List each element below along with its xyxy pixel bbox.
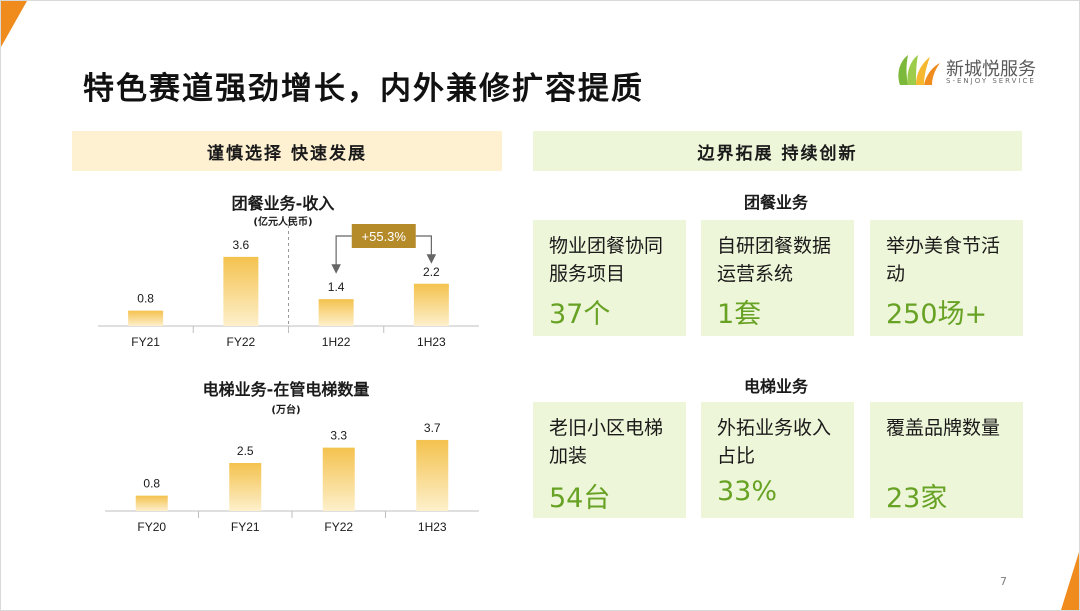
chart2-title: 电梯业务-在管电梯数量 [202, 380, 370, 399]
bar-FY22 [223, 256, 259, 326]
chart2-unit: (万台) [271, 405, 301, 416]
card-label: 自研团餐数据运营系统 [717, 235, 832, 285]
x-tick-label: 1H23 [418, 520, 447, 534]
card-label: 举办美食节活动 [886, 235, 1001, 285]
bar-FY21 [128, 310, 164, 326]
growth-callout-box [351, 224, 416, 248]
elevator-count-chart: 0.8 FY20 2.5 FY21 3.3 FY22 3.7 1H23 [105, 421, 479, 534]
bar-1H23 [416, 439, 449, 511]
card-value: 54台 [549, 483, 611, 514]
bar-value-label: 1.4 [328, 280, 345, 294]
company-logo: 新城悦服务 S-ENJOY SERVICE [894, 51, 1054, 91]
logo-subtitle: S-ENJOY SERVICE [946, 77, 1036, 85]
arrow-to-1H23 [415, 235, 437, 264]
x-tick-label: FY21 [231, 520, 260, 534]
x-tick-label: FY21 [131, 335, 160, 349]
arrow-to-1H22 [331, 235, 352, 274]
page-number: 7 [1000, 575, 1007, 588]
card-value: 37个 [549, 299, 611, 330]
left-section-header: 谨慎选择 快速发展 [72, 131, 502, 171]
page-title: 特色赛道强劲增长，内外兼修扩容提质 [83, 71, 644, 107]
elevator-card-2: 外拓业务收入占比 33% [701, 402, 854, 518]
bar-value-label: 3.6 [233, 238, 250, 252]
x-tick-label: 1H23 [417, 335, 446, 349]
x-tick-label: FY22 [324, 520, 353, 534]
catering-card-1: 物业团餐协同服务项目 37个 [533, 220, 686, 336]
x-tick-label: 1H22 [322, 335, 351, 349]
bar-value-label: 2.2 [423, 265, 440, 279]
catering-card-2: 自研团餐数据运营系统 1套 [701, 220, 854, 336]
card-value: 33% [717, 476, 778, 507]
right-section-header: 边界拓展 持续创新 [533, 131, 1022, 171]
bar-FY20 [135, 495, 168, 511]
chart1-title: 团餐业务-收入 [231, 194, 335, 213]
bar-value-label: 0.8 [137, 292, 154, 306]
x-tick-label: FY22 [227, 335, 256, 349]
card-value: 1套 [717, 299, 762, 330]
card-value: 250场+ [886, 299, 988, 330]
leaf-logo-icon [898, 55, 940, 85]
elevator-card-1: 老旧小区电梯加装 54台 [533, 402, 686, 518]
elevator-section-title: 电梯业务 [743, 377, 808, 396]
corner-accent-top-left [1, 1, 27, 47]
catering-section-title: 团餐业务 [743, 193, 808, 212]
bar-value-label: 0.8 [143, 477, 160, 491]
bar-value-label: 2.5 [237, 444, 254, 458]
bar-FY22 [322, 447, 355, 511]
bar-value-label: 3.7 [424, 421, 441, 435]
bar-1H22 [318, 299, 354, 326]
card-label: 物业团餐协同服务项目 [549, 235, 664, 285]
bar-value-label: 3.3 [330, 429, 347, 443]
bar-FY21 [229, 463, 262, 511]
card-label: 外拓业务收入占比 [717, 417, 832, 467]
growth-callout-text: +55.3% [362, 229, 407, 244]
card-value: 23家 [886, 483, 948, 514]
elevator-card-3: 覆盖品牌数量 23家 [870, 402, 1023, 518]
bar-1H23 [413, 283, 449, 326]
x-tick-label: FY20 [137, 520, 166, 534]
chart1-unit: (亿元人民币) [253, 217, 313, 228]
catering-card-3: 举办美食节活动 250场+ [870, 220, 1023, 336]
catering-revenue-chart: 0.8 FY21 3.6 FY22 1.4 1H22 2.2 1H23 +55.3% [98, 219, 479, 349]
logo-name: 新城悦服务 [946, 59, 1036, 80]
card-label: 老旧小区电梯加装 [549, 417, 664, 467]
card-label: 覆盖品牌数量 [886, 417, 1001, 439]
corner-accent-bottom-right [1061, 552, 1079, 610]
